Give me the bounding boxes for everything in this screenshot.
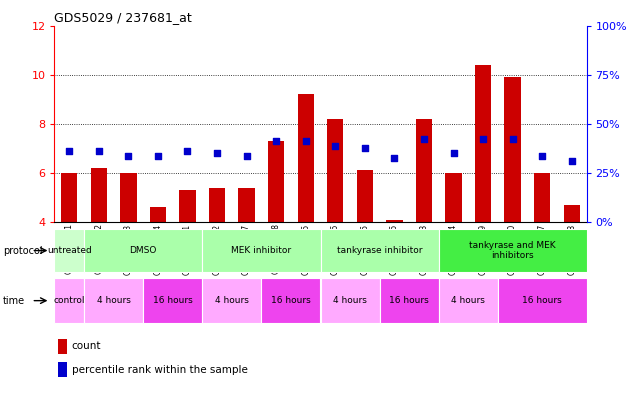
Text: tankyrase and MEK
inhibitors: tankyrase and MEK inhibitors	[469, 241, 556, 260]
Bar	[54, 229, 84, 272]
Bar	[387, 220, 403, 222]
Point	[419, 135, 429, 141]
Text: DMSO: DMSO	[129, 246, 157, 255]
Text: percentile rank within the sample: percentile rank within the sample	[72, 365, 247, 375]
Bar	[438, 229, 587, 272]
Text: 4 hours: 4 hours	[451, 296, 485, 305]
Point	[271, 138, 281, 144]
Text: GDS5029 / 237681_at: GDS5029 / 237681_at	[54, 11, 192, 24]
Text: 16 hours: 16 hours	[153, 296, 192, 305]
Bar	[179, 190, 196, 222]
Point	[448, 150, 458, 156]
Point	[508, 135, 518, 141]
Bar	[58, 362, 67, 377]
Text: control: control	[53, 296, 85, 305]
Bar	[54, 278, 84, 323]
Point	[301, 138, 311, 144]
Point	[212, 150, 222, 156]
Point	[478, 135, 488, 141]
Bar	[320, 229, 438, 272]
Point	[94, 148, 104, 154]
Text: 16 hours: 16 hours	[271, 296, 311, 305]
Text: count: count	[72, 341, 101, 351]
Point	[242, 152, 252, 159]
Point	[567, 158, 577, 164]
Bar	[563, 205, 580, 222]
Text: 16 hours: 16 hours	[389, 296, 429, 305]
Bar	[121, 173, 137, 222]
Bar	[209, 187, 225, 222]
Text: time: time	[3, 296, 26, 306]
Bar	[475, 65, 491, 222]
Bar	[356, 171, 373, 222]
Bar	[445, 173, 462, 222]
Bar	[327, 119, 344, 222]
Text: 4 hours: 4 hours	[215, 296, 249, 305]
Text: 4 hours: 4 hours	[333, 296, 367, 305]
Bar	[90, 168, 107, 222]
Point	[389, 155, 399, 161]
Text: untreated: untreated	[47, 246, 92, 255]
Text: tankyrase inhibitor: tankyrase inhibitor	[337, 246, 422, 255]
Bar	[268, 141, 285, 222]
Bar	[84, 229, 203, 272]
Bar	[297, 94, 314, 222]
Bar	[84, 278, 143, 323]
Bar	[416, 119, 432, 222]
Bar	[203, 278, 262, 323]
Point	[537, 152, 547, 159]
Bar	[58, 339, 67, 354]
Bar	[143, 278, 203, 323]
Point	[153, 152, 163, 159]
Bar	[438, 278, 498, 323]
Bar	[203, 229, 320, 272]
Bar	[320, 278, 379, 323]
Bar	[61, 173, 78, 222]
Text: 16 hours: 16 hours	[522, 296, 562, 305]
Bar	[238, 187, 254, 222]
Point	[123, 152, 133, 159]
Text: 4 hours: 4 hours	[97, 296, 131, 305]
Text: protocol: protocol	[3, 246, 43, 255]
Bar	[379, 278, 438, 323]
Point	[360, 145, 370, 151]
Point	[183, 148, 193, 154]
Bar	[534, 173, 551, 222]
Bar	[498, 278, 587, 323]
Text: MEK inhibitor: MEK inhibitor	[231, 246, 292, 255]
Point	[330, 143, 340, 149]
Bar	[504, 77, 520, 222]
Bar	[150, 208, 166, 222]
Point	[64, 148, 74, 154]
Bar	[262, 278, 320, 323]
